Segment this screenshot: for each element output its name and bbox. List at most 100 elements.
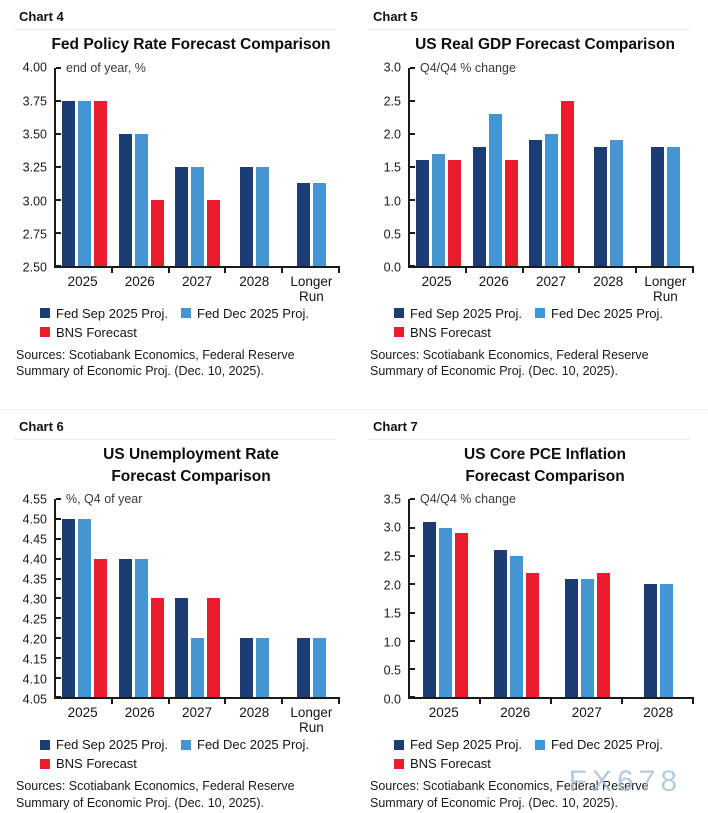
legend-item: Fed Sep 2025 Proj.	[40, 737, 181, 752]
y-tick-label: 2.5	[383, 93, 401, 108]
y-tick-label: 0.5	[383, 227, 401, 242]
bar-fed_sep_2025	[118, 133, 132, 266]
y-tick-label: 2.5	[383, 549, 401, 564]
axis-subtitle: Q4/Q4 % change	[420, 492, 516, 507]
y-tick-mark	[56, 537, 61, 540]
bar-group	[552, 499, 623, 698]
y-tick-mark	[56, 231, 61, 234]
x-tick-mark	[692, 267, 694, 273]
label-divider	[368, 439, 690, 440]
bar-fed_dec_2025	[313, 182, 327, 266]
y-tick-label: 2.0	[383, 577, 401, 592]
y-tick-mark	[56, 66, 61, 69]
plot-row: 3.5 3.0 2.5 2.0 1.5 1.0 0.5 0.0 Q4/Q4 % change	[368, 492, 694, 705]
y-axis-labels: 4.00 3.75 3.50 3.25 3.00 2.75 2.50	[14, 61, 54, 273]
bar-fed_dec_2025	[191, 637, 205, 698]
y-tick-label: 4.30	[22, 592, 47, 607]
legend-label: BNS Forecast	[410, 756, 491, 772]
bar-bns	[150, 199, 164, 266]
x-axis-labels: 2025 2026 2027 2028 Longer Run	[408, 273, 694, 304]
y-tick-label: 4.25	[22, 612, 47, 627]
bar-fed_dec_2025	[134, 133, 148, 266]
x-category-label: 2026	[500, 705, 531, 721]
bar-bns	[150, 598, 164, 698]
legend-item: BNS Forecast	[394, 325, 535, 340]
y-tick-mark	[410, 639, 415, 642]
y-tick-mark	[410, 696, 415, 699]
legend-item: Fed Dec 2025 Proj.	[181, 737, 322, 752]
x-tick-mark	[550, 699, 552, 705]
bar-fed_sep_2025	[472, 146, 486, 266]
y-tick-label: 3.0	[383, 60, 401, 75]
x-tick-mark	[224, 699, 227, 705]
y-tick-mark	[56, 498, 61, 501]
x-tick-mark	[281, 267, 284, 273]
y-tick-label: 0.5	[383, 663, 401, 678]
y-tick-label: 4.55	[22, 492, 47, 507]
bar-group	[170, 499, 227, 698]
bar-fed_sep_2025	[175, 598, 189, 698]
legend-label: BNS Forecast	[410, 324, 491, 340]
chart-label: Chart 5	[373, 9, 418, 24]
bar-fed_dec_2025	[256, 637, 270, 698]
y-tick-label: 4.10	[22, 672, 47, 687]
legend-label: Fed Sep 2025 Proj.	[56, 305, 169, 321]
y-tick-label: 0.0	[383, 260, 401, 275]
y-tick-label: 4.35	[22, 572, 47, 587]
bar-group	[637, 68, 694, 266]
bar-fed_sep_2025	[423, 522, 436, 698]
axis-subtitle: end of year, %	[66, 60, 146, 75]
legend-swatch	[535, 308, 545, 319]
x-axis-labels: 2025 2026 2027 2028 Longer Run	[54, 705, 340, 735]
x-category-label: 2028	[643, 705, 674, 721]
chart-6-section: Chart 6 US Unemployment Rate Forecast Co…	[0, 410, 354, 813]
chart-title: US Real GDP Forecast Comparison	[415, 36, 675, 53]
y-tick-mark	[56, 577, 61, 580]
bar-fed_dec_2025	[660, 584, 673, 698]
x-category-label: 2025	[428, 705, 459, 721]
y-tick-mark	[410, 231, 415, 234]
y-tick-label: 1.0	[383, 634, 401, 649]
bar-fed_sep_2025	[240, 637, 254, 698]
bar-group	[113, 68, 170, 266]
x-tick-mark	[281, 699, 284, 705]
bar-group	[170, 68, 227, 266]
bar-group	[580, 68, 637, 266]
legend-swatch	[394, 308, 404, 319]
bar-bns	[455, 533, 468, 698]
y-tick-mark	[410, 611, 415, 614]
legend-swatch	[535, 739, 545, 750]
legend-item: Fed Sep 2025 Proj.	[40, 306, 181, 321]
y-tick-mark	[410, 165, 415, 168]
y-tick-mark	[410, 264, 415, 267]
y-tick-label: 4.40	[22, 552, 47, 567]
x-category-label: 2028	[593, 273, 624, 289]
y-tick-mark	[56, 656, 61, 659]
y-axis-labels: 3.5 3.0 2.5 2.0 1.5 1.0 0.5 0.0	[368, 493, 408, 705]
label-divider	[14, 29, 336, 30]
plot-area: end of year, %	[54, 61, 340, 273]
bar-bns	[93, 100, 107, 266]
bar-group	[226, 499, 283, 698]
sources-note: Sources: Scotiabank Economics, Federal R…	[16, 779, 295, 810]
y-tick-label: 1.5	[383, 606, 401, 621]
bar-groups	[410, 499, 694, 698]
sources-note: Sources: Scotiabank Economics, Federal R…	[370, 347, 649, 379]
y-tick-label: 0.0	[383, 692, 401, 707]
legend-swatch	[40, 739, 50, 750]
y-tick-label: 3.0	[383, 520, 401, 535]
y-tick-mark	[410, 668, 415, 671]
x-tick-mark	[479, 699, 481, 705]
y-tick-mark	[56, 597, 61, 600]
bar-group	[623, 499, 694, 698]
y-tick-mark	[56, 198, 61, 201]
legend-label: Fed Dec 2025 Proj.	[197, 305, 310, 321]
y-tick-mark	[410, 99, 415, 102]
bar-fed_dec_2025	[581, 578, 594, 698]
bar-fed_sep_2025	[594, 146, 608, 266]
y-tick-mark	[410, 526, 415, 529]
plot-area: Q4/Q4 % change	[408, 61, 694, 273]
legend-label: Fed Dec 2025 Proj.	[551, 737, 664, 753]
bar-fed_sep_2025	[118, 558, 132, 698]
legend-swatch	[181, 739, 191, 750]
